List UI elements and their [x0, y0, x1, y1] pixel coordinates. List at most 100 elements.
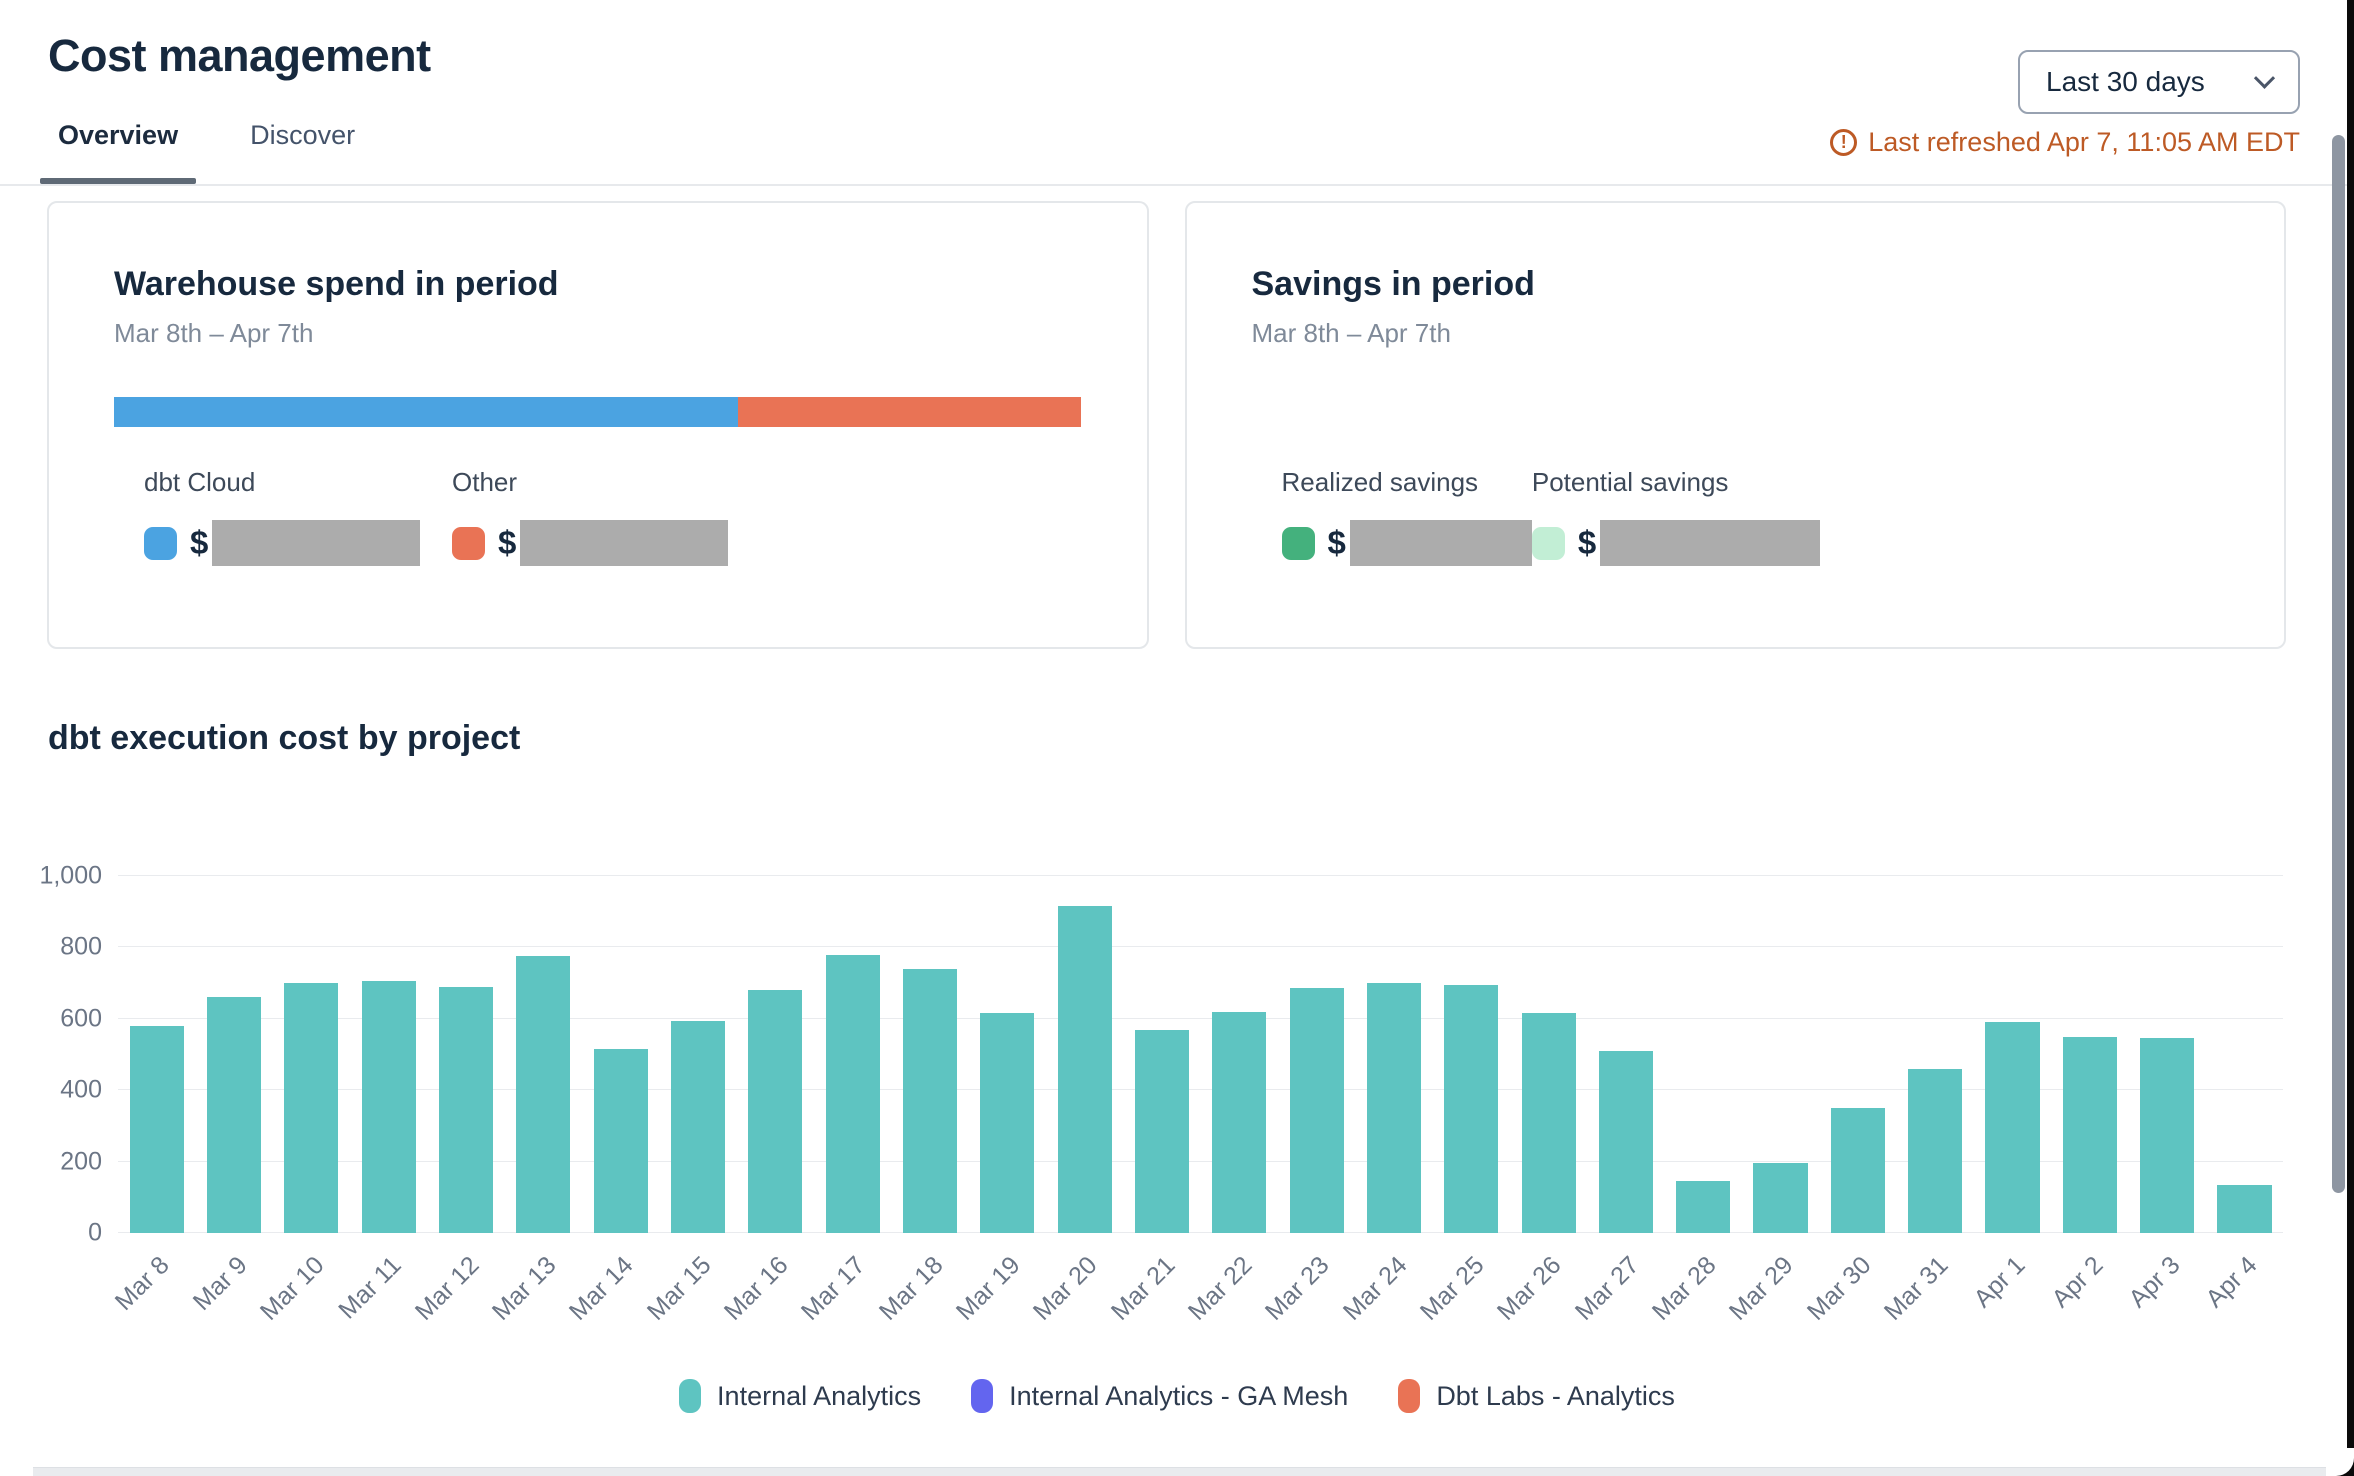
bar-slot: [505, 876, 582, 1233]
bar-mar-26[interactable]: [1521, 1013, 1576, 1233]
warning-icon: !: [1830, 129, 1858, 156]
horizontal-scrollbar[interactable]: [33, 1467, 2346, 1476]
y-tick-label: 800: [60, 932, 102, 961]
bar-mar-9[interactable]: [206, 997, 262, 1233]
bar-mar-16[interactable]: [748, 990, 803, 1233]
legend-swatch: [971, 1379, 994, 1413]
bar-mar-20[interactable]: [1057, 906, 1112, 1233]
gridline-0: [118, 1232, 2283, 1233]
bar-slot: [1433, 876, 1510, 1233]
x-label-slot: Mar 11: [333, 1239, 427, 1339]
bar-mar-19[interactable]: [980, 1013, 1035, 1233]
bar-mar-28[interactable]: [1676, 1181, 1731, 1233]
legend-label: Internal Analytics: [717, 1380, 922, 1411]
bar-slot: [1819, 876, 1896, 1233]
legend-swatch: [1398, 1379, 1421, 1413]
chart-legend-item-dbt-labs-analytics[interactable]: Dbt Labs - Analytics: [1398, 1379, 1675, 1413]
bar-slot: [1665, 876, 1742, 1233]
date-range-select[interactable]: Last 30 days: [2018, 50, 2300, 114]
tab-overview[interactable]: Overview: [39, 120, 197, 184]
x-label-slot: Mar 30: [1801, 1239, 1896, 1339]
legend-label: Dbt Labs - Analytics: [1436, 1380, 1675, 1411]
window-edge: [2347, 0, 2354, 1476]
x-tick-label: Mar 9: [187, 1251, 253, 1316]
chart-legend-item-internal-analytics[interactable]: Internal Analytics: [679, 1379, 921, 1413]
bar-slot: [737, 876, 814, 1233]
page-title: Cost management: [48, 30, 431, 81]
x-label-slot: Mar 21: [1105, 1239, 1200, 1339]
bar-mar-18[interactable]: [902, 968, 957, 1233]
bar-mar-23[interactable]: [1289, 988, 1344, 1233]
bar-mar-11[interactable]: [361, 981, 416, 1233]
bar-mar-17[interactable]: [825, 954, 880, 1233]
tabs-divider: [0, 184, 2354, 186]
bar-slot: [582, 876, 659, 1233]
bar-mar-22[interactable]: [1212, 1011, 1267, 1233]
x-label-slot: Mar 15: [641, 1239, 736, 1339]
bar-mar-31[interactable]: [1908, 1068, 1963, 1233]
gridline-400: [118, 1089, 2283, 1091]
x-label-slot: Mar 31: [1879, 1239, 1974, 1339]
x-label-slot: Mar 24: [1337, 1239, 1432, 1339]
bar-slot: [659, 876, 736, 1233]
legend-label: Realized savings: [1281, 467, 1479, 497]
bar-slot: [1587, 876, 1664, 1233]
bar-apr-3[interactable]: [2140, 1038, 2195, 1233]
legend-swatch: [679, 1379, 702, 1413]
x-label-slot: Mar 29: [1724, 1239, 1819, 1339]
x-tick-label: Apr 3: [2123, 1251, 2186, 1314]
savings-legend: Realized savings $ Potential savings $: [1252, 467, 2220, 566]
y-tick-label: 200: [60, 1147, 102, 1176]
gridline-1000: [118, 875, 2283, 876]
x-tick-label: Apr 1: [1968, 1251, 2031, 1314]
stacked-segment-dbt-cloud: [114, 397, 739, 427]
bar-slot: [118, 876, 195, 1233]
x-label-slot: Mar 17: [796, 1239, 891, 1339]
bar-mar-14[interactable]: [593, 1049, 648, 1233]
chevron-down-icon: [2253, 67, 2276, 89]
bar-slot: [1510, 876, 1587, 1233]
bar-mar-21[interactable]: [1134, 1029, 1189, 1233]
bar-mar-15[interactable]: [670, 1020, 726, 1233]
bar-mar-24[interactable]: [1366, 983, 1421, 1233]
bar-slot: [1278, 876, 1355, 1233]
other-swatch: [452, 526, 485, 560]
date-range-value: Last 30 days: [2046, 66, 2205, 97]
bar-mar-12[interactable]: [438, 986, 494, 1233]
redacted-value: [212, 520, 421, 566]
chart-legend-item-internal-analytics-ga-mesh[interactable]: Internal Analytics - GA Mesh: [971, 1379, 1348, 1413]
x-label-slot: Mar 28: [1647, 1239, 1742, 1339]
warehouse-spend-stacked-bar: [114, 397, 1082, 427]
bar-slot: [427, 876, 504, 1233]
bar-mar-30[interactable]: [1830, 1108, 1885, 1233]
x-label-slot: Mar 12: [409, 1239, 504, 1339]
bar-slot: [2129, 876, 2206, 1233]
bar-slot: [2206, 876, 2283, 1233]
bar-mar-29[interactable]: [1753, 1163, 1808, 1233]
plot-wrap: Mar 8 Mar 9 Mar 10 Mar 11 Mar 12 Mar 13 Mar 14…: [110, 875, 2283, 1339]
warehouse-spend-period: Mar 8th – Apr 7th: [114, 318, 314, 348]
x-label-slot: Mar 10: [255, 1239, 350, 1339]
chart-title: dbt execution cost by project: [48, 719, 521, 757]
bars-row: [118, 876, 2283, 1233]
bar-mar-27[interactable]: [1598, 1050, 1653, 1233]
x-label-slot: Mar 27: [1569, 1239, 1664, 1339]
x-label-slot: Mar 20: [1028, 1239, 1123, 1339]
tab-discover[interactable]: Discover: [250, 120, 356, 150]
bar-slot: [273, 876, 350, 1233]
bar-mar-13[interactable]: [516, 956, 571, 1233]
warehouse-spend-card: Warehouse spend in period Mar 8th – Apr …: [47, 201, 1149, 649]
x-tick-label: Apr 4: [2200, 1251, 2263, 1314]
bar-mar-10[interactable]: [284, 983, 339, 1233]
bar-mar-25[interactable]: [1444, 984, 1499, 1233]
bar-apr-2[interactable]: [2062, 1036, 2117, 1233]
legend-item-dbt-cloud: dbt Cloud $: [144, 467, 452, 566]
bar-apr-1[interactable]: [1985, 1022, 2040, 1233]
bar-slot: [1897, 876, 1974, 1233]
bar-slot: [814, 876, 891, 1233]
vertical-scrollbar-thumb[interactable]: [2332, 135, 2345, 1193]
bar-apr-4[interactable]: [2217, 1184, 2272, 1233]
bar-slot: [1123, 876, 1200, 1233]
bar-mar-8[interactable]: [129, 1025, 184, 1233]
